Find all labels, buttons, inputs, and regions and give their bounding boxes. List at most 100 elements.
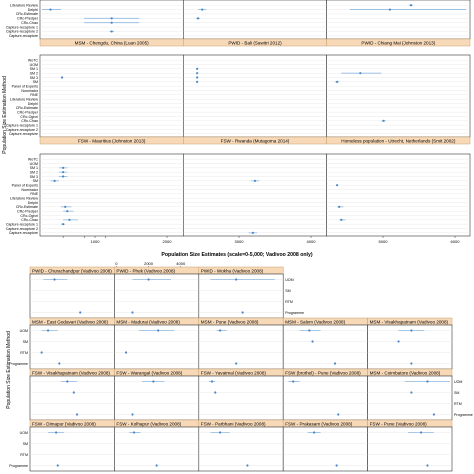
data-point bbox=[359, 72, 362, 75]
method-label: Delphi bbox=[28, 201, 38, 205]
method-label: UOM bbox=[30, 63, 38, 67]
data-point bbox=[308, 329, 311, 332]
data-point bbox=[132, 431, 136, 434]
bottom-panel-frame bbox=[367, 375, 453, 421]
bottom-strip-label: FSW - Dimapur (Vadivoo 2008) bbox=[32, 421, 96, 426]
method-label: RTM bbox=[285, 300, 293, 304]
method-label: SM 3 bbox=[30, 76, 38, 80]
method-label: CRc-Chao bbox=[21, 218, 38, 222]
method-label: RNE bbox=[30, 192, 38, 196]
data-point bbox=[201, 8, 204, 11]
data-point bbox=[246, 464, 249, 467]
data-point bbox=[110, 17, 113, 20]
bottom-strip-label: PWID - Wokha (Vadivoo 2008) bbox=[201, 268, 264, 273]
bottom-ylabel: Population Size Estimation Method bbox=[6, 331, 12, 409]
top-strip bbox=[326, 136, 471, 145]
bottom-strip-label: MSM - Visakhapatnam (Vadivoo 2008) bbox=[370, 319, 449, 324]
x-tick-label: 2000 bbox=[144, 261, 154, 266]
data-point bbox=[333, 362, 337, 365]
method-label: UOM bbox=[285, 278, 293, 282]
top-panel-frame bbox=[326, 54, 471, 138]
method-label: CRc-Predper bbox=[17, 17, 39, 21]
method-label: SM bbox=[285, 289, 290, 293]
data-point bbox=[313, 431, 316, 434]
data-point bbox=[196, 17, 200, 20]
method-label: Nominator bbox=[21, 188, 38, 192]
top-ylabel: Population Size Estimation Method bbox=[2, 76, 8, 154]
data-point bbox=[155, 464, 158, 467]
x-tick-label: 3000 bbox=[235, 239, 245, 244]
data-point bbox=[46, 329, 50, 332]
data-point bbox=[432, 413, 436, 416]
bottom-panel-frame bbox=[282, 324, 368, 370]
method-label: Panel of Experts bbox=[12, 183, 39, 187]
top-strip-label: PWID - Bali (Sawitri 2012) bbox=[228, 40, 282, 45]
x-tick-label: 4000 bbox=[307, 239, 317, 244]
top-strip bbox=[326, 38, 471, 47]
method-label: WoTC bbox=[28, 157, 39, 161]
method-label: SM bbox=[33, 179, 38, 183]
bottom-panel-frame bbox=[198, 375, 284, 421]
bottom-panel-frame bbox=[29, 426, 115, 472]
method-label: SM 3 bbox=[30, 175, 38, 179]
bottom-panel-frame bbox=[282, 375, 368, 421]
data-point bbox=[53, 179, 56, 182]
bottom-strip-label: FSW - Pune (Vadivoo 2008) bbox=[370, 421, 428, 426]
method-label: UOM bbox=[20, 329, 28, 333]
data-point bbox=[214, 391, 217, 394]
data-point bbox=[311, 340, 314, 343]
method-label: SM 2 bbox=[30, 71, 38, 75]
bottom-strip-label: PWID - Churachandpur (Vadivoo 2008) bbox=[32, 268, 112, 273]
data-point bbox=[62, 166, 65, 169]
method-label: CRc-Ogivri bbox=[20, 214, 38, 218]
data-point bbox=[196, 67, 199, 70]
method-label: SM bbox=[33, 80, 38, 84]
data-point bbox=[336, 184, 339, 187]
data-point bbox=[55, 431, 58, 434]
method-label: Capture-recapture 1 bbox=[6, 25, 38, 29]
method-label: CRc-Estimate bbox=[16, 106, 38, 110]
data-point bbox=[196, 76, 199, 79]
data-point bbox=[66, 380, 69, 383]
x-tick-label: 2000 bbox=[163, 239, 173, 244]
data-point bbox=[397, 340, 400, 343]
method-label: CRc-Chao bbox=[21, 119, 38, 123]
data-point bbox=[235, 362, 238, 365]
method-label: RTM bbox=[20, 453, 28, 457]
bottom-strip-label: FSW - Prakasam (Vadivoo 2008) bbox=[285, 421, 353, 426]
top-panel-frame bbox=[39, 153, 184, 237]
data-point bbox=[68, 218, 71, 221]
method-label: Capture-recapture 2 bbox=[6, 128, 38, 132]
top-panel-frame bbox=[183, 0, 327, 40]
method-label: WoTC bbox=[28, 58, 39, 62]
data-point bbox=[410, 391, 413, 394]
data-point bbox=[110, 21, 113, 24]
bottom-panel-frame bbox=[198, 273, 284, 319]
x-tick-label: 0 bbox=[115, 261, 118, 266]
bottom-strip-label: PWID - Phek (Vadivoo 2008) bbox=[116, 268, 175, 273]
data-point bbox=[62, 171, 65, 174]
data-point bbox=[410, 362, 413, 365]
method-label: Delphi bbox=[28, 8, 38, 12]
method-label: UOM bbox=[20, 431, 28, 435]
data-point bbox=[131, 413, 134, 416]
method-label: Capture-recapture 1 bbox=[6, 123, 38, 127]
data-point bbox=[53, 278, 56, 281]
data-point bbox=[49, 8, 52, 11]
bottom-strip-label: FSW (brothel) - Pune (Vadivoo 2008) bbox=[285, 370, 361, 375]
top-strip-label: FSW - Mauritius (Johnston 2013) bbox=[78, 138, 146, 143]
method-label: Panel of Experts bbox=[12, 84, 39, 88]
top-panel-frame bbox=[39, 54, 184, 138]
data-point bbox=[196, 80, 199, 83]
method-label: RNE bbox=[30, 93, 38, 97]
method-label: CRc-Predper bbox=[17, 209, 39, 213]
data-point bbox=[58, 362, 61, 365]
data-point bbox=[335, 464, 338, 467]
bottom-panel-frame bbox=[29, 375, 115, 421]
data-point bbox=[382, 119, 385, 122]
bottom-strip-label: FSW - Kolhapur (Vadivoo 2008) bbox=[116, 421, 181, 426]
method-label: RTM bbox=[20, 351, 28, 355]
method-label: Nominator bbox=[21, 89, 38, 93]
data-point bbox=[235, 278, 238, 281]
data-point bbox=[157, 329, 160, 332]
